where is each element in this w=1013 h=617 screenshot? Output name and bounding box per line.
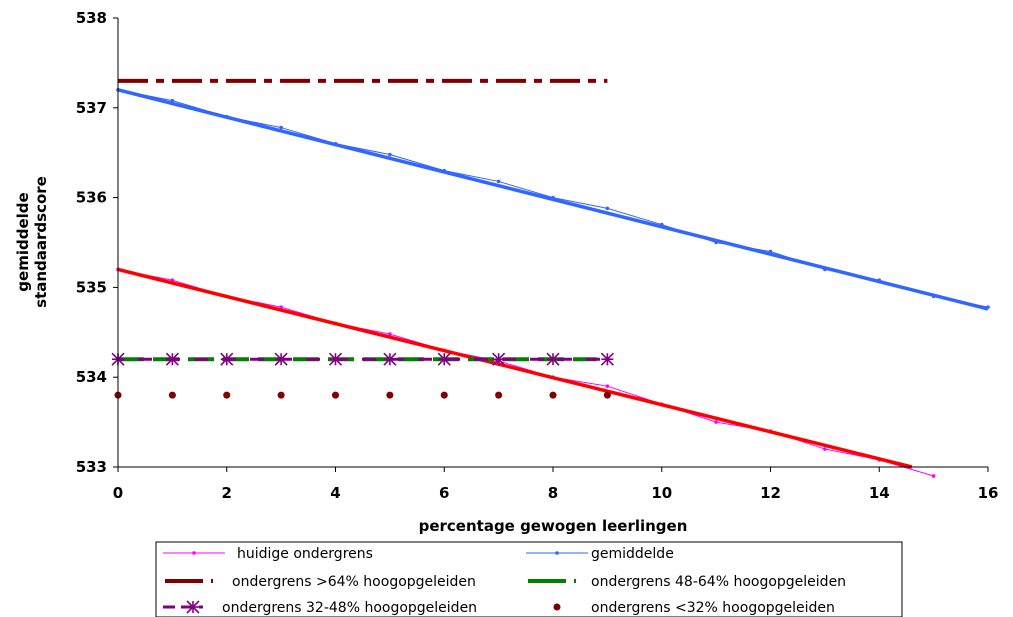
point-ondergrens-32-48: [220, 352, 234, 366]
legend-label: ondergrens <32% hoogopgeleiden: [591, 600, 835, 616]
legend-marker: [192, 551, 196, 555]
legend-marker: [553, 603, 561, 611]
x-tick-label: 2: [222, 484, 232, 502]
point-ondergrens-32-min: [168, 391, 176, 399]
trendline-huidige-ondergrens: [117, 267, 913, 469]
legend-label: ondergrens >64% hoogopgeleiden: [232, 574, 476, 590]
point-ondergrens-32-min: [332, 391, 339, 399]
point-ondergrens-32-48: [274, 352, 288, 366]
x-tick-label: 12: [760, 484, 781, 502]
point-huidige-ondergrens: [823, 447, 827, 451]
legend-item: ondergrens 48-64% hoogopgeleiden: [528, 574, 846, 590]
y-axis-title-line-2: standaardscore: [32, 176, 50, 308]
legend-item: ondergrens >64% hoogopgeleiden: [165, 574, 476, 590]
point-ondergrens-32-min: [223, 391, 231, 399]
legend-marker: [555, 551, 559, 555]
legend-item: huidige ondergrens: [163, 546, 373, 562]
axes: 0 2 4 6 8 10 12 14 16 533 534 535 536 537 538: [76, 9, 999, 502]
legend-label: ondergrens 32-48% hoogopgeleiden: [222, 600, 477, 616]
legend-item: gemiddelde: [526, 546, 674, 562]
y-tick-label: 534: [76, 368, 107, 386]
point-gemiddelde: [496, 179, 501, 184]
y-tick-label: 538: [76, 9, 107, 27]
y-tick-label: 536: [76, 189, 107, 207]
point-huidige-ondergrens: [714, 420, 718, 424]
y-tick-label: 537: [76, 99, 107, 117]
point-ondergrens-32-48: [437, 352, 451, 366]
legend: huidige ondergrens gemiddelde ondergrens >…: [155, 541, 903, 617]
point-ondergrens-32-min: [277, 391, 285, 399]
plot-area: [111, 78, 990, 478]
x-tick-label: 10: [651, 484, 672, 502]
point-ondergrens-32-48: [165, 352, 179, 366]
x-tick-label: 8: [548, 484, 558, 502]
x-tick-label: 14: [869, 484, 890, 502]
x-tick-label: 4: [330, 484, 340, 502]
legend-box: [155, 541, 903, 617]
point-ondergrens-32-48: [492, 352, 506, 366]
point-ondergrens-32-min: [549, 391, 557, 399]
point-gemiddelde: [605, 206, 610, 211]
legend-marker: [186, 600, 200, 614]
point-ondergrens-32-min: [440, 391, 448, 399]
legend-label: huidige ondergrens: [237, 546, 373, 562]
legend-item: ondergrens 32-48% hoogopgeleiden: [163, 600, 477, 616]
point-ondergrens-32-48: [600, 352, 614, 366]
x-axis-title: percentage gewogen leerlingen: [419, 517, 688, 535]
point-huidige-ondergrens: [388, 332, 392, 336]
x-tick-label: 16: [978, 484, 999, 502]
point-ondergrens-32-min: [386, 391, 394, 399]
point-huidige-ondergrens: [931, 474, 936, 478]
point-huidige-ondergrens: [605, 384, 610, 388]
x-tick-label: 6: [439, 484, 449, 502]
point-ondergrens-32-48: [546, 352, 560, 366]
point-ondergrens-32-48: [328, 352, 343, 366]
point-gemiddelde: [388, 152, 392, 157]
legend-label: ondergrens 48-64% hoogopgeleiden: [591, 574, 846, 590]
x-tick-label: 0: [113, 484, 123, 502]
y-tick-label: 533: [76, 458, 107, 476]
point-ondergrens-32-48: [383, 352, 397, 366]
y-axis-title-line-1: gemiddelde: [14, 192, 32, 291]
legend-label: gemiddelde: [591, 546, 674, 562]
trendline-gemiddelde: [117, 88, 989, 311]
point-gemiddelde: [279, 125, 283, 130]
legend-item: ondergrens <32% hoogopgeleiden: [553, 600, 835, 616]
y-tick-label: 535: [76, 278, 107, 296]
point-ondergrens-32-min: [603, 391, 611, 399]
point-ondergrens-32-min: [495, 391, 503, 399]
